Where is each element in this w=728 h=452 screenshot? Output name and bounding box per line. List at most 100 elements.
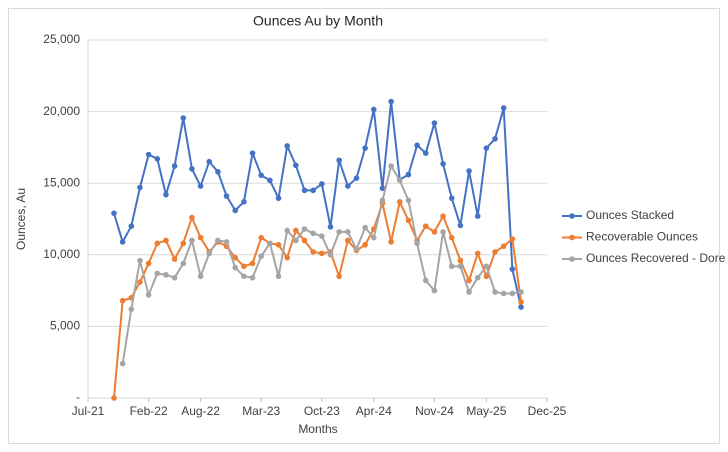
data-point xyxy=(275,241,282,248)
data-point xyxy=(180,260,187,267)
data-point xyxy=(197,183,204,189)
data-point xyxy=(500,290,507,297)
data-point xyxy=(197,234,204,241)
data-point xyxy=(483,273,490,280)
data-point xyxy=(509,236,516,242)
data-point xyxy=(223,193,230,199)
data-point xyxy=(466,289,472,295)
data-point xyxy=(431,120,438,126)
data-point xyxy=(145,260,152,267)
data-point xyxy=(448,195,455,202)
data-point xyxy=(414,240,420,247)
data-point xyxy=(457,257,464,264)
data-point xyxy=(336,229,342,235)
data-point xyxy=(171,274,178,281)
data-point xyxy=(249,150,256,156)
data-point xyxy=(180,115,187,121)
data-point xyxy=(171,256,178,262)
data-point xyxy=(405,217,412,224)
y-tick-label: 5,000 xyxy=(50,319,80,333)
data-point xyxy=(396,199,403,205)
x-tick-label: May-25 xyxy=(466,404,506,418)
data-point xyxy=(492,249,498,255)
data-point xyxy=(284,254,290,261)
x-tick-label: Dec-25 xyxy=(528,404,567,418)
data-point xyxy=(336,273,342,280)
data-point xyxy=(509,266,516,272)
data-point xyxy=(388,98,394,105)
data-point xyxy=(119,297,126,304)
y-tick-label: 15,000 xyxy=(43,175,80,189)
data-point xyxy=(206,158,213,165)
data-point xyxy=(119,239,126,245)
data-point xyxy=(137,184,143,191)
data-point xyxy=(137,279,143,285)
data-point xyxy=(492,289,498,295)
data-point xyxy=(258,234,265,241)
x-tick-label: Jul-21 xyxy=(72,404,105,418)
data-point xyxy=(267,240,273,247)
data-point xyxy=(267,177,273,184)
data-point xyxy=(189,237,195,244)
data-point xyxy=(163,191,169,198)
data-point xyxy=(189,166,195,172)
data-point xyxy=(518,299,524,305)
data-point xyxy=(319,233,325,239)
data-point xyxy=(474,213,481,219)
data-point xyxy=(128,306,135,313)
chart-title: Ounces Au by Month xyxy=(253,13,383,29)
legend-label: Ounces Recovered - Dore xyxy=(586,251,726,265)
data-point xyxy=(197,273,204,280)
data-point xyxy=(301,187,308,194)
data-point xyxy=(145,292,152,298)
data-point xyxy=(163,272,169,278)
data-point xyxy=(293,162,299,169)
data-point xyxy=(509,290,516,297)
x-tick-label: Nov-24 xyxy=(415,404,454,418)
data-point xyxy=(301,226,308,232)
data-point xyxy=(457,263,464,270)
data-point xyxy=(431,287,438,294)
data-point xyxy=(145,151,152,158)
data-point xyxy=(215,237,221,244)
data-point xyxy=(310,249,316,255)
data-point xyxy=(483,263,490,270)
data-point xyxy=(370,106,377,113)
data-point xyxy=(353,175,360,181)
x-tick-label: Feb-22 xyxy=(130,404,168,418)
y-axis-label: Ounces, Au xyxy=(14,188,28,250)
data-point xyxy=(310,187,316,194)
x-tick-label: Aug-22 xyxy=(181,404,220,418)
data-point xyxy=(345,229,351,235)
data-point xyxy=(440,161,446,167)
data-point xyxy=(249,274,256,281)
data-point xyxy=(431,229,438,235)
data-point xyxy=(319,181,325,187)
data-point xyxy=(310,230,316,237)
data-point xyxy=(232,264,239,271)
data-point xyxy=(379,197,386,204)
legend-marker xyxy=(569,256,575,262)
data-point xyxy=(466,277,472,284)
y-tick-label: - xyxy=(76,390,80,404)
data-point xyxy=(370,234,377,241)
data-point xyxy=(345,183,351,189)
data-point xyxy=(258,253,265,260)
data-point xyxy=(275,195,282,202)
data-point xyxy=(241,273,247,280)
data-point xyxy=(483,145,490,151)
data-point xyxy=(249,260,256,267)
data-point xyxy=(137,257,143,264)
data-point xyxy=(474,250,481,257)
data-point xyxy=(119,360,126,367)
data-point xyxy=(206,250,213,257)
data-point xyxy=(388,163,394,169)
data-point xyxy=(223,239,230,245)
x-axis-label: Months xyxy=(298,422,337,436)
data-point xyxy=(171,163,178,169)
data-point xyxy=(500,105,507,111)
data-point xyxy=(440,229,446,235)
data-point xyxy=(448,234,455,241)
legend-marker xyxy=(569,213,575,219)
